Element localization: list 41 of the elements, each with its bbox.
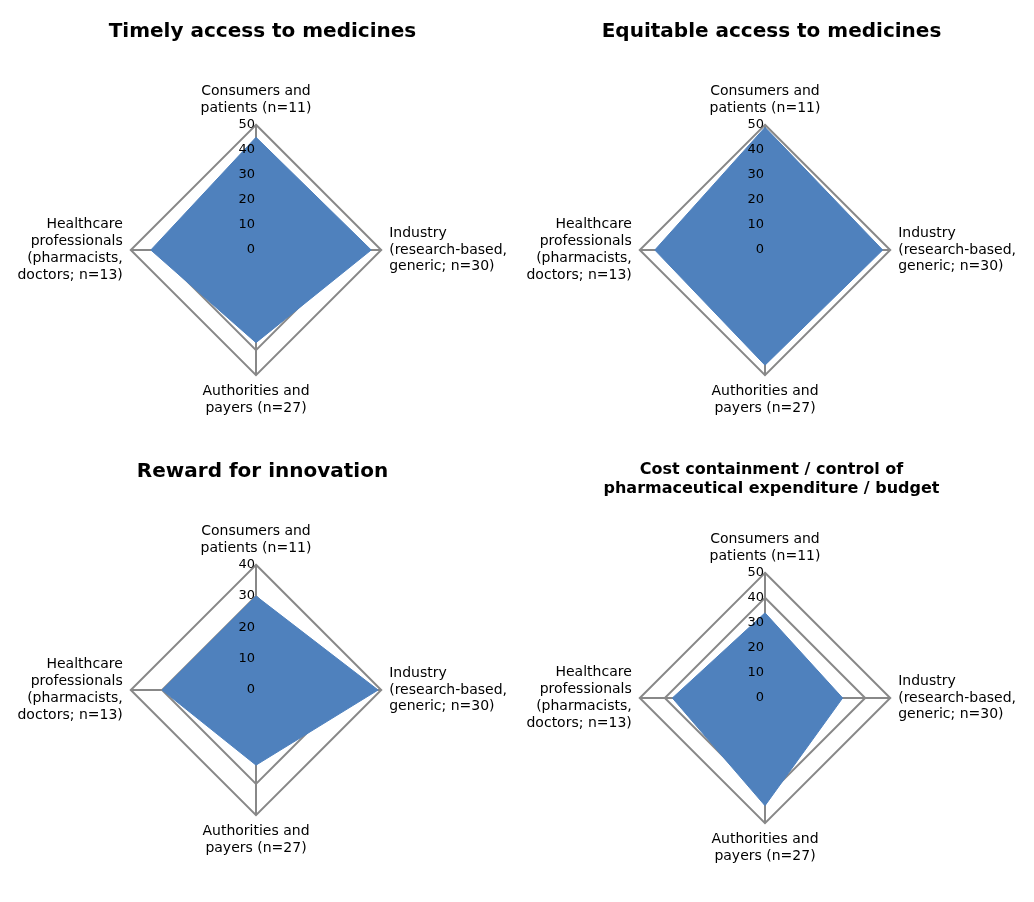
y-tick-label: 10 <box>238 216 255 232</box>
y-tick-label: 30 <box>238 166 255 182</box>
spoke-label: Industry (research-based, generic; n=30) <box>389 663 508 714</box>
spoke-label: Consumers and patients (n=11) <box>709 82 821 116</box>
y-tick-label: 30 <box>238 587 255 603</box>
y-tick-label: 20 <box>238 618 255 634</box>
spoke-label: Industry (research-based, generic; n=30) <box>898 223 1017 274</box>
y-tick-label: 0 <box>755 241 764 257</box>
y-tick-label: 50 <box>238 116 255 132</box>
chart-title: Equitable access to medicines <box>601 18 942 43</box>
y-tick-label: 40 <box>747 589 764 605</box>
spoke-label: Authorities and payers (n=27) <box>202 822 310 856</box>
y-tick-label: 40 <box>238 556 255 572</box>
y-tick-label: 20 <box>238 191 255 207</box>
y-tick-label: 0 <box>246 681 255 697</box>
spoke-label: Consumers and patients (n=11) <box>709 530 821 564</box>
spoke-label: Healthcare professionals (pharmacists, doctors; n=13) <box>526 215 632 282</box>
spoke-label: Authorities and payers (n=27) <box>202 382 310 416</box>
y-tick-label: 50 <box>747 116 764 132</box>
spoke-label: Authorities and payers (n=27) <box>711 830 819 864</box>
y-tick-label: 0 <box>755 689 764 705</box>
spoke-label: Authorities and payers (n=27) <box>711 382 819 416</box>
y-tick-label: 10 <box>747 216 764 232</box>
y-tick-label: 30 <box>747 166 764 182</box>
y-tick-label: 20 <box>747 191 764 207</box>
y-tick-label: 10 <box>238 650 255 666</box>
chart-title: Cost containment / control of pharmaceutical expenditure / budget <box>603 458 940 497</box>
spoke-label: Industry (research-based, generic; n=30) <box>898 671 1017 722</box>
y-tick-label: 20 <box>747 639 764 655</box>
chart-title: Timely access to medicines <box>108 18 417 43</box>
y-tick-label: 40 <box>747 141 764 157</box>
y-tick-label: 10 <box>747 664 764 680</box>
spoke-label: Industry (research-based, generic; n=30) <box>389 223 508 274</box>
spoke-label: Consumers and patients (n=11) <box>200 82 312 116</box>
spoke-label: Consumers and patients (n=11) <box>200 522 312 556</box>
spoke-label: Healthcare professionals (pharmacists, doctors; n=13) <box>17 215 123 282</box>
spoke-label: Healthcare professionals (pharmacists, doctors; n=13) <box>526 663 632 730</box>
y-tick-label: 50 <box>747 564 764 580</box>
spoke-label: Healthcare professionals (pharmacists, doctors; n=13) <box>17 655 123 722</box>
chart-title: Reward for innovation <box>136 458 389 483</box>
y-tick-label: 0 <box>246 241 255 257</box>
